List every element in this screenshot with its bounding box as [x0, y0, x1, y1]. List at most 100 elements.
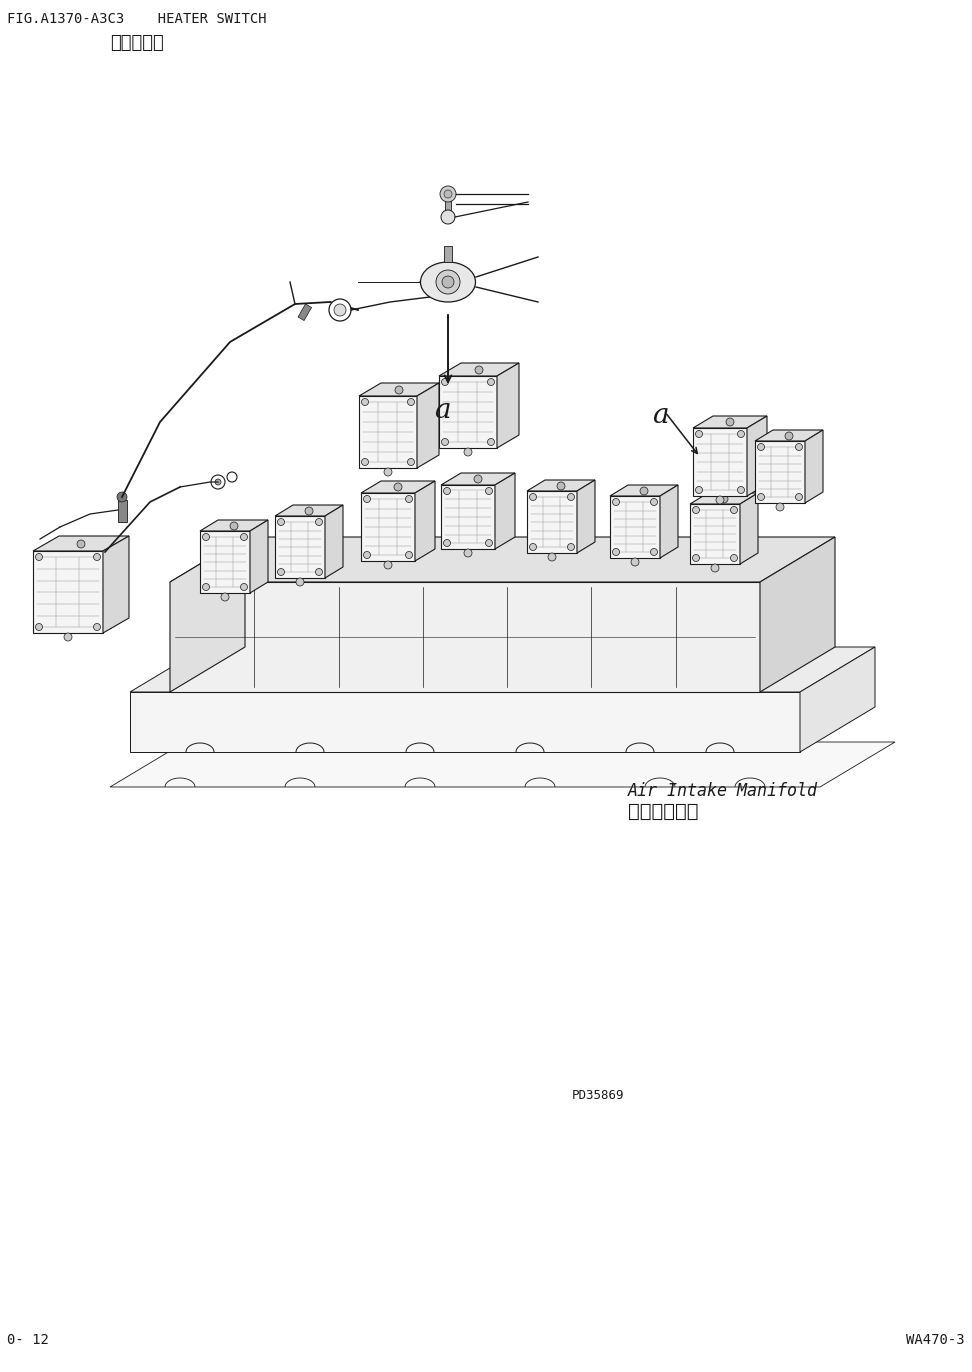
Circle shape: [316, 568, 323, 575]
Polygon shape: [755, 429, 823, 440]
Polygon shape: [755, 440, 805, 504]
Circle shape: [93, 623, 100, 631]
Polygon shape: [690, 493, 758, 504]
Circle shape: [548, 553, 556, 561]
Polygon shape: [250, 520, 268, 593]
Circle shape: [211, 475, 225, 488]
Circle shape: [362, 398, 368, 406]
Circle shape: [277, 519, 285, 525]
Circle shape: [227, 472, 237, 482]
Polygon shape: [170, 536, 835, 582]
Bar: [444, 246, 452, 262]
Polygon shape: [359, 383, 439, 397]
Polygon shape: [439, 364, 519, 376]
Text: WA470-3: WA470-3: [906, 1334, 965, 1347]
Polygon shape: [441, 484, 495, 549]
Polygon shape: [33, 552, 103, 632]
Polygon shape: [361, 493, 415, 561]
Polygon shape: [361, 482, 435, 493]
Circle shape: [485, 539, 493, 546]
Polygon shape: [495, 473, 515, 549]
Polygon shape: [33, 536, 129, 552]
Circle shape: [364, 552, 370, 558]
Text: FIG.A1370-A3C3    HEATER SWITCH: FIG.A1370-A3C3 HEATER SWITCH: [7, 12, 266, 26]
Polygon shape: [439, 376, 497, 449]
Circle shape: [757, 494, 765, 501]
Circle shape: [77, 541, 85, 547]
Bar: [445, 198, 451, 222]
Circle shape: [316, 519, 323, 525]
Circle shape: [720, 495, 728, 504]
Circle shape: [305, 508, 313, 514]
Circle shape: [738, 431, 745, 438]
Circle shape: [696, 431, 703, 438]
Text: 空气进气歧管: 空气进气歧管: [628, 803, 699, 820]
Circle shape: [776, 504, 784, 510]
Circle shape: [650, 498, 657, 505]
Polygon shape: [660, 484, 678, 558]
Text: 0- 12: 0- 12: [7, 1334, 49, 1347]
Circle shape: [202, 583, 210, 590]
Circle shape: [93, 553, 100, 561]
Circle shape: [240, 583, 248, 590]
Circle shape: [692, 554, 700, 561]
Circle shape: [117, 493, 127, 502]
Circle shape: [405, 552, 412, 558]
Circle shape: [711, 564, 719, 572]
Circle shape: [731, 554, 738, 561]
Circle shape: [475, 366, 483, 375]
Circle shape: [757, 443, 765, 450]
Circle shape: [329, 299, 351, 321]
Circle shape: [440, 187, 456, 202]
Polygon shape: [527, 480, 595, 491]
Circle shape: [443, 539, 450, 546]
Polygon shape: [130, 691, 800, 752]
Circle shape: [436, 270, 460, 294]
Circle shape: [221, 593, 229, 601]
Circle shape: [296, 578, 304, 586]
Polygon shape: [110, 742, 895, 788]
Polygon shape: [325, 505, 343, 578]
Circle shape: [692, 506, 700, 513]
Circle shape: [384, 561, 392, 569]
Polygon shape: [275, 516, 325, 578]
Circle shape: [731, 506, 738, 513]
Circle shape: [407, 398, 414, 406]
Circle shape: [230, 521, 238, 530]
Polygon shape: [800, 648, 875, 752]
Circle shape: [395, 386, 403, 394]
Circle shape: [696, 487, 703, 494]
Polygon shape: [805, 429, 823, 504]
Circle shape: [530, 543, 537, 550]
Circle shape: [334, 305, 346, 316]
Circle shape: [568, 494, 574, 501]
Circle shape: [738, 487, 745, 494]
Text: PD35869: PD35869: [572, 1089, 624, 1102]
Polygon shape: [610, 484, 678, 497]
Polygon shape: [441, 473, 515, 484]
Circle shape: [631, 558, 639, 567]
Bar: [298, 305, 312, 321]
Circle shape: [443, 487, 450, 494]
Circle shape: [464, 549, 472, 557]
Circle shape: [612, 549, 619, 556]
Circle shape: [530, 494, 537, 501]
Polygon shape: [740, 493, 758, 564]
Circle shape: [464, 449, 472, 456]
Polygon shape: [170, 536, 245, 691]
Circle shape: [405, 495, 412, 502]
Circle shape: [612, 498, 619, 505]
Circle shape: [640, 487, 648, 495]
Circle shape: [441, 379, 448, 386]
Circle shape: [362, 458, 368, 465]
Polygon shape: [415, 482, 435, 561]
Circle shape: [441, 439, 448, 446]
Ellipse shape: [421, 262, 475, 302]
Circle shape: [488, 379, 495, 386]
Circle shape: [795, 443, 803, 450]
Polygon shape: [690, 504, 740, 564]
Polygon shape: [497, 364, 519, 449]
Polygon shape: [200, 531, 250, 593]
Circle shape: [64, 632, 72, 641]
Polygon shape: [417, 383, 439, 468]
